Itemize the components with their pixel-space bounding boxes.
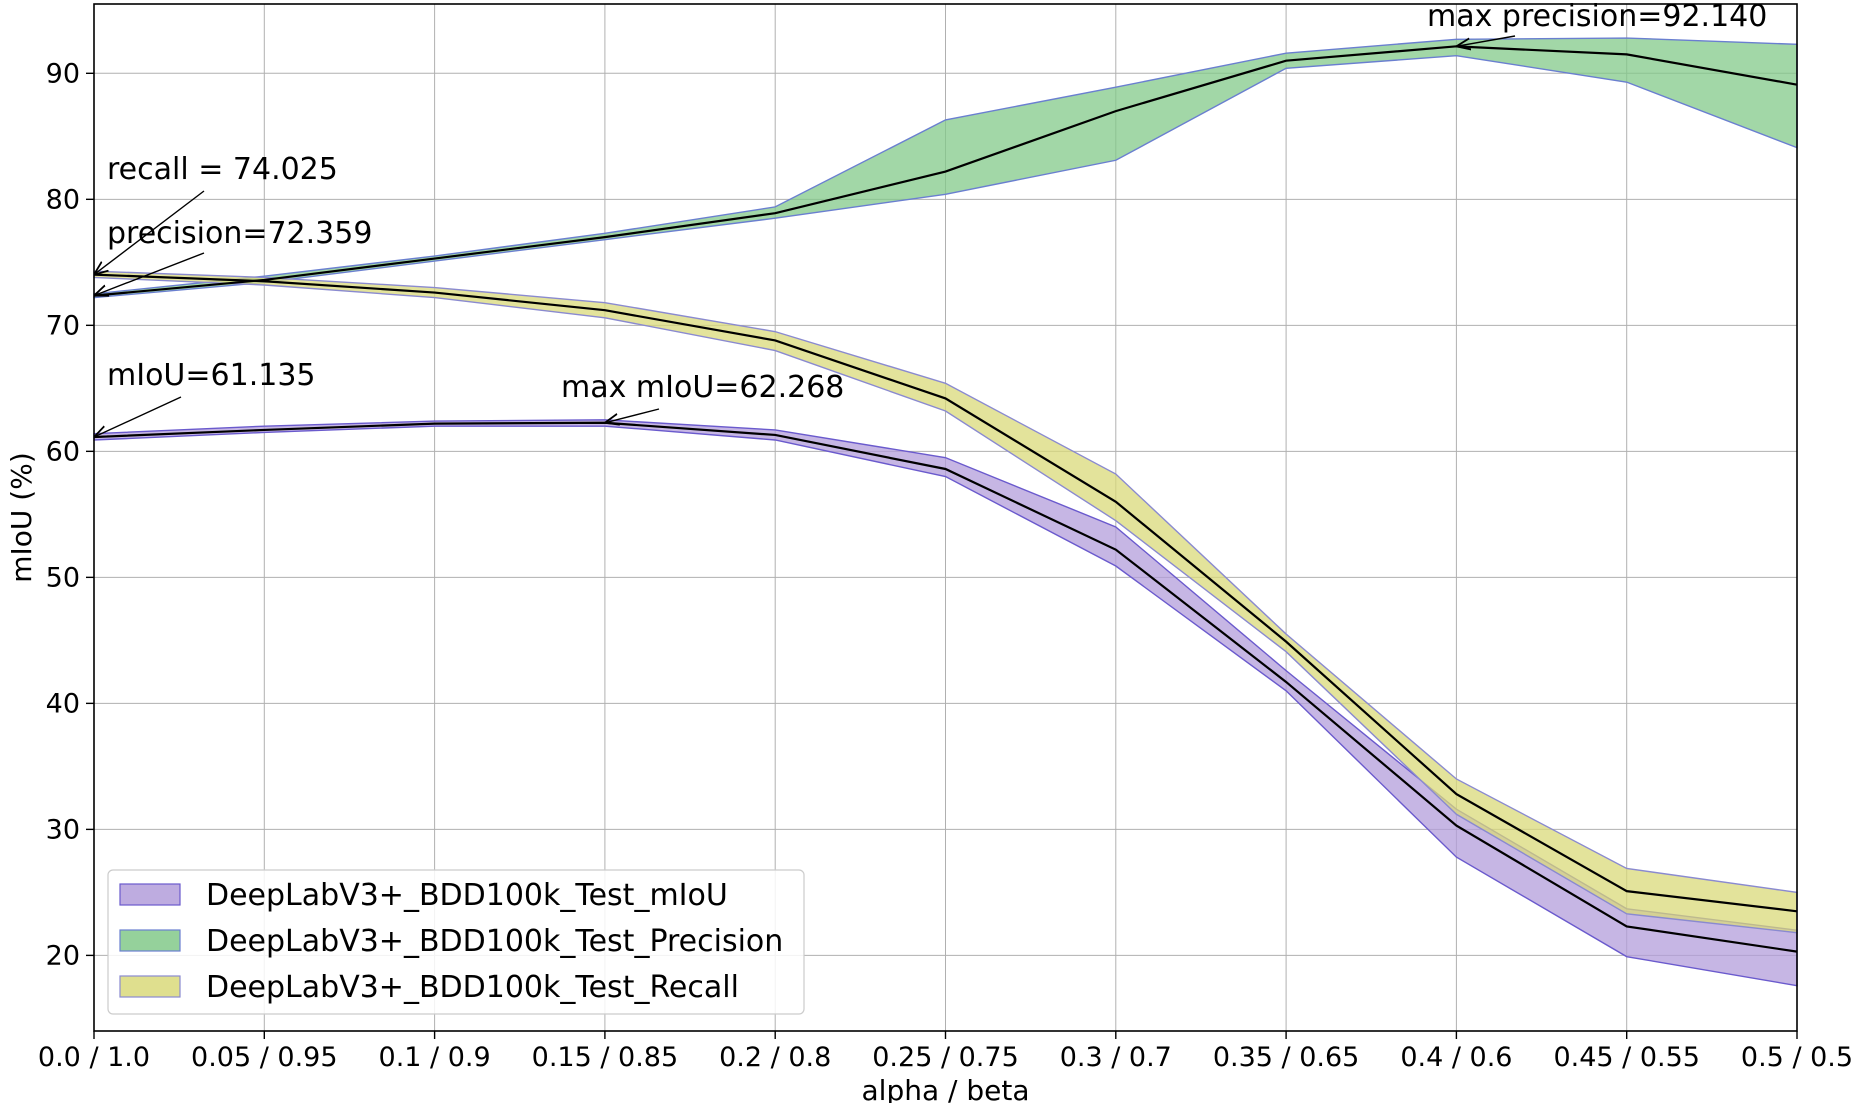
x-tick-label: 0.45 / 0.55 [1553,1042,1700,1073]
legend-swatch [119,975,181,998]
legend-label: DeepLabV3+_BDD100k_Test_mIoU [206,878,728,913]
legend-label: DeepLabV3+_BDD100k_Test_Precision [206,924,783,959]
annotations: recall = 74.025 precision=72.359 mIoU=61.1… [94,0,1767,437]
x-axis-title: alpha / beta [862,1074,1030,1103]
x-tick-label: 0.35 / 0.65 [1213,1042,1360,1073]
series-lines [93,45,1798,953]
series-mean-line-0 [93,421,1798,953]
annotation-arrow [94,190,205,275]
series-mean-line-1 [93,45,1798,297]
y-tick-label: 30 [46,814,80,845]
annotation-label: max mIoU=62.268 [561,370,844,405]
legend: DeepLabV3+_BDD100k_Test_mIoU DeepLabV3+_B… [107,869,805,1015]
x-tick-label: 0.5 / 0.5 [1741,1042,1853,1073]
axis-ticks: 0.0 / 1.0 0.05 / 0.95 0.1 / 0.9 0.15 / 0.85… [38,58,1853,1073]
annotation-label: max precision=92.140 [1427,0,1767,34]
legend-swatch [119,883,181,906]
y-tick-label: 90 [46,58,80,89]
x-tick-label: 0.0 / 1.0 [38,1042,150,1073]
y-tick-label: 70 [46,310,80,341]
annotation-label: mIoU=61.135 [107,358,316,393]
x-tick-label: 0.25 / 0.75 [872,1042,1019,1073]
annotation-label: precision=72.359 [107,216,372,251]
y-tick-label: 40 [46,688,80,719]
x-tick-label: 0.05 / 0.95 [191,1042,338,1073]
series-mean-line-2 [93,273,1798,913]
y-tick-label: 20 [46,940,80,971]
x-tick-label: 0.3 / 0.7 [1060,1042,1172,1073]
y-tick-label: 80 [46,184,80,215]
legend-swatch [119,929,181,952]
y-axis-title: mIoU (%) [5,452,38,583]
y-tick-label: 50 [46,562,80,593]
annotation-arrow [605,408,660,423]
legend-box [107,869,805,1015]
x-tick-label: 0.1 / 0.9 [379,1042,491,1073]
annotation-arrow [94,396,182,437]
annotation-label: recall = 74.025 [107,152,338,187]
annotation-arrow [1456,35,1516,46]
y-tick-label: 60 [46,436,80,467]
x-tick-label: 0.15 / 0.85 [532,1042,679,1073]
legend-label: DeepLabV3+_BDD100k_Test_Recall [206,970,739,1005]
x-tick-label: 0.4 / 0.6 [1400,1042,1512,1073]
x-tick-label: 0.2 / 0.8 [719,1042,831,1073]
annotation-arrow [94,252,205,296]
